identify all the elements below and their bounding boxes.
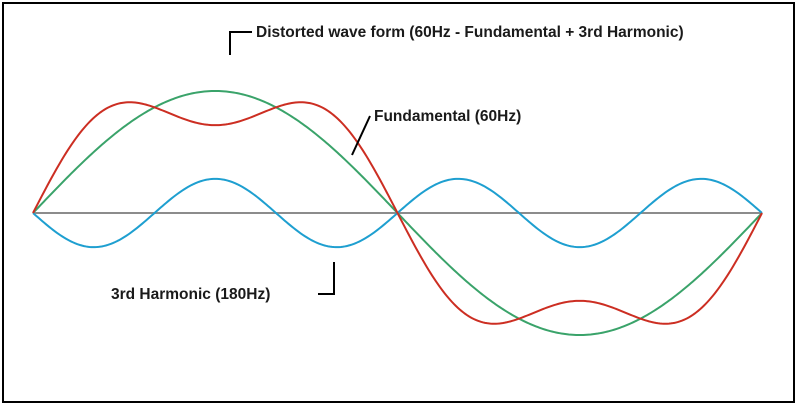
harmonic-label: 3rd Harmonic (180Hz) bbox=[111, 286, 271, 303]
distorted-wave bbox=[32, 101, 763, 325]
distorted-waveform-label: Distorted wave form (60Hz - Fundamental … bbox=[256, 24, 684, 41]
harmonic-leader-line bbox=[318, 262, 335, 295]
distorted-leader-line bbox=[229, 31, 252, 55]
fundamental-label: Fundamental (60Hz) bbox=[374, 108, 522, 125]
diagram-frame bbox=[2, 2, 795, 403]
fundamental-leader-line bbox=[351, 115, 371, 156]
